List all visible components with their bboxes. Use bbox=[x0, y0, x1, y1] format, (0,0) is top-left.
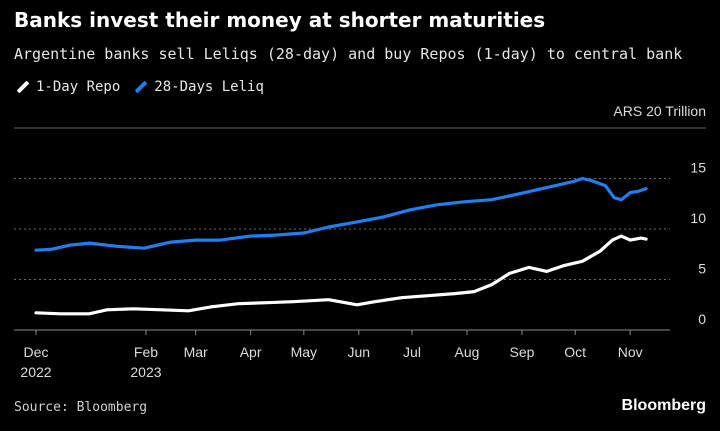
legend-item-leliq: 28-Days Leliq bbox=[134, 79, 264, 95]
x-tick-label-mar: Mar bbox=[184, 344, 208, 360]
x-tick-sublabel-2023: 2023 bbox=[130, 364, 161, 380]
x-tick-label-jun: Jun bbox=[348, 344, 371, 360]
x-tick-label-feb: Feb bbox=[134, 344, 158, 360]
x-tick-label-sep: Sep bbox=[510, 344, 535, 360]
x-tick-label-may: May bbox=[291, 344, 317, 360]
chart-title: Banks invest their money at shorter matu… bbox=[14, 8, 546, 32]
x-tick-label-oct: Oct bbox=[564, 344, 586, 360]
x-tick-sublabel-2022: 2022 bbox=[20, 364, 51, 380]
y-tick-label-15: 15 bbox=[690, 160, 706, 176]
brand-logo: Bloomberg bbox=[621, 397, 706, 414]
y-axis-unit-label: ARS 20 Trillion bbox=[613, 103, 706, 119]
legend: 1-Day Repo 28-Days Leliq bbox=[16, 79, 264, 95]
x-tick-label-aug: Aug bbox=[455, 344, 480, 360]
x-tick-label-apr: Apr bbox=[240, 344, 262, 360]
y-tick-label-5: 5 bbox=[698, 261, 706, 277]
chart-subtitle: Argentine banks sell Leliqs (28-day) and… bbox=[14, 45, 683, 63]
x-tick-label-dec: Dec bbox=[24, 344, 49, 360]
y-tick-label-10: 10 bbox=[690, 210, 706, 226]
x-tick-label-jul: Jul bbox=[403, 344, 421, 360]
x-tick-label-nov: Nov bbox=[618, 344, 643, 360]
legend-item-repo: 1-Day Repo bbox=[16, 79, 120, 95]
legend-label-leliq: 28-Days Leliq bbox=[154, 79, 264, 95]
legend-label-repo: 1-Day Repo bbox=[36, 79, 121, 95]
series-line-leliq bbox=[34, 176, 648, 252]
source-note: Source: Bloomberg bbox=[14, 400, 148, 415]
y-tick-label-0: 0 bbox=[698, 311, 706, 327]
series-line-repo bbox=[34, 234, 648, 316]
